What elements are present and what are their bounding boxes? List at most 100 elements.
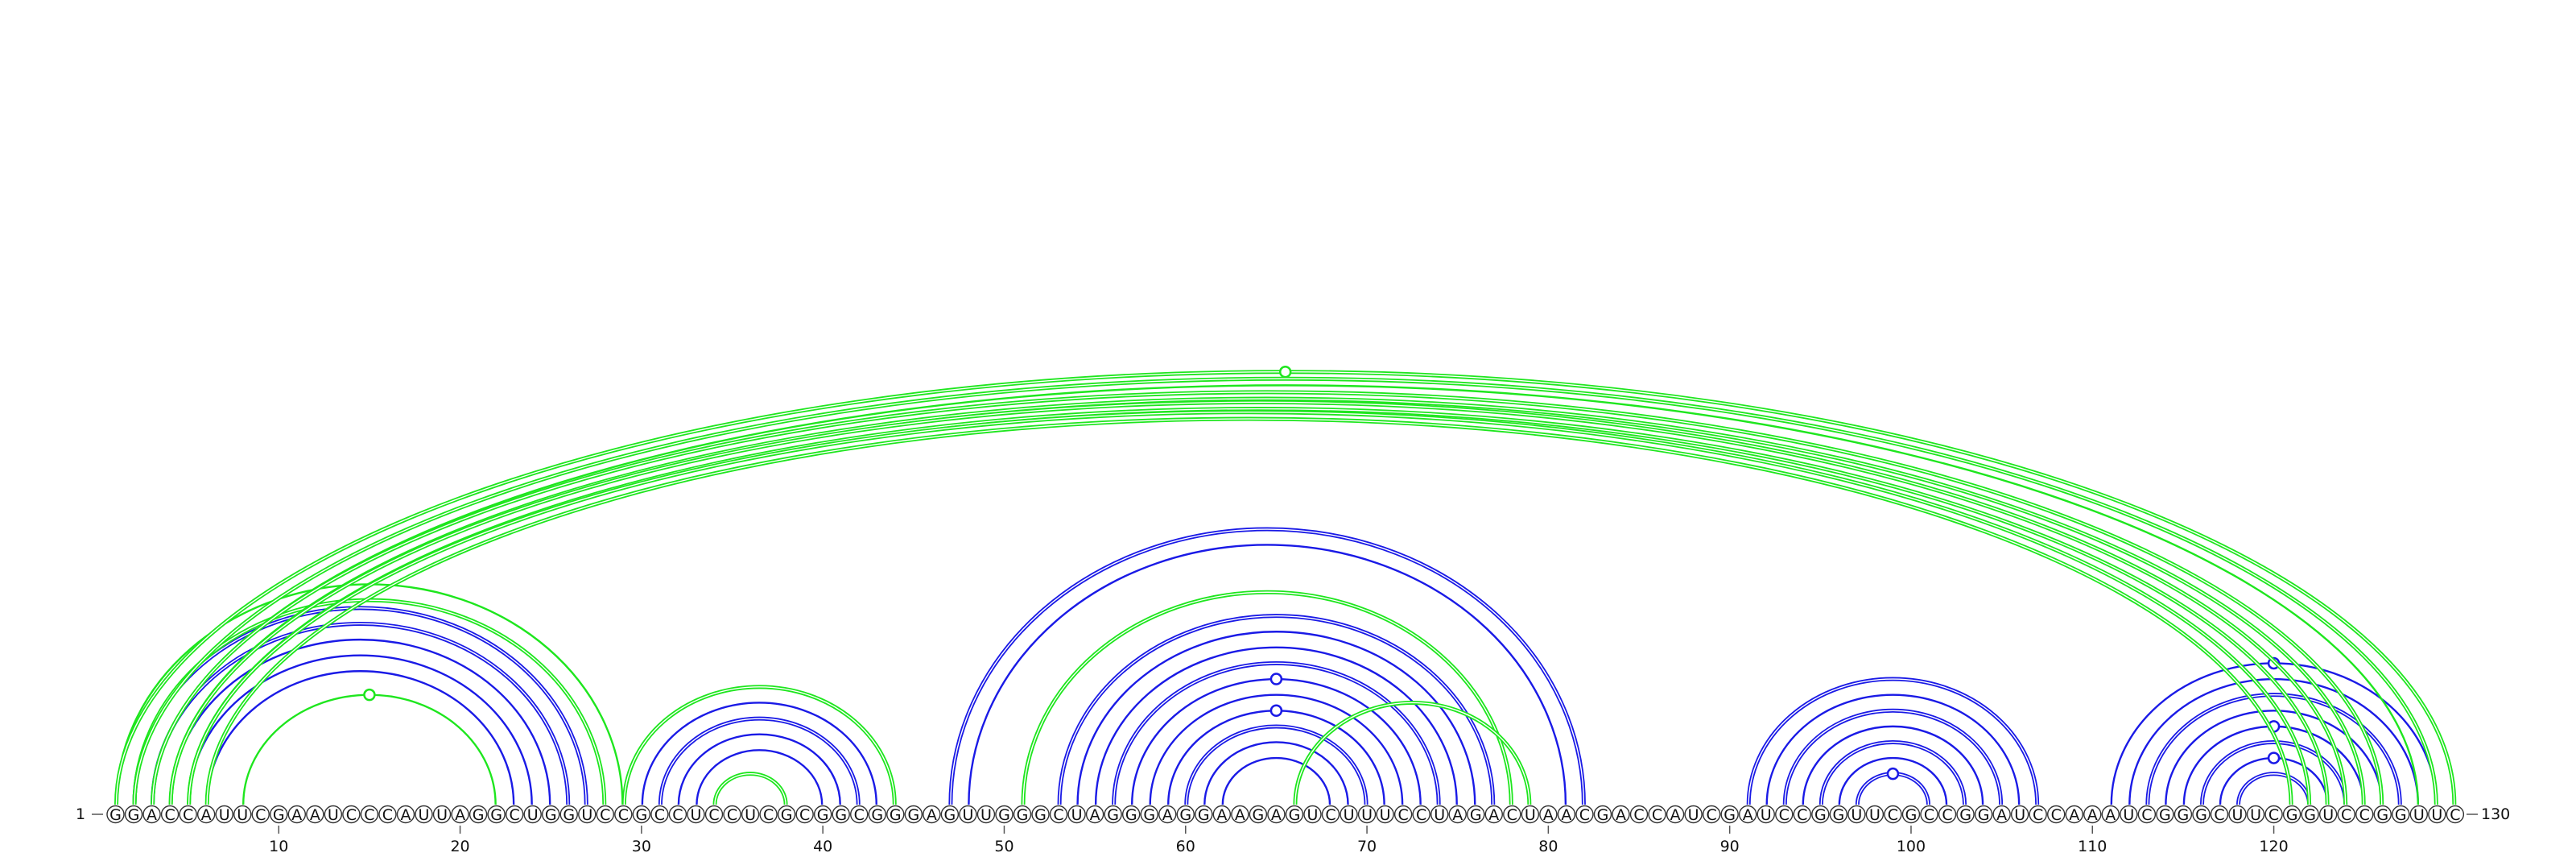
base-pair-arc-60-70 [1184, 724, 1368, 805]
svg-text:U: U [690, 806, 701, 824]
svg-text:C: C [346, 806, 357, 824]
nucleotide: C [1938, 805, 1957, 824]
nucleotide: C [614, 805, 633, 824]
base-pair-arcs [117, 366, 2454, 805]
base-pair-arc-61-69 [1203, 741, 1349, 805]
arc-marker-8-22 [363, 688, 376, 702]
nucleotide: G [2156, 805, 2174, 824]
arc-marker-59-71 [1269, 704, 1283, 718]
nucleotide: A [2101, 805, 2120, 824]
nucleotide: A [1557, 805, 1576, 824]
svg-text:G: G [944, 806, 956, 824]
nucleotide: C [1049, 805, 1068, 824]
svg-text:C: C [1633, 806, 1644, 824]
svg-text:U: U [1380, 806, 1391, 824]
svg-text:U: U [1361, 806, 1373, 824]
nucleotide: A [451, 805, 469, 824]
nucleotide: G [1195, 805, 1213, 824]
nucleotide: A [1738, 805, 1757, 824]
svg-text:G: G [1814, 806, 1827, 824]
nucleotide: G [1031, 805, 1050, 824]
nucleotide: G [904, 805, 923, 824]
svg-text:U: U [1071, 806, 1083, 824]
nucleotide: G [777, 805, 796, 824]
base-pair-arc-inner-4-125 [170, 398, 2364, 805]
tick-label: 60 [1176, 838, 1195, 855]
svg-text:G: G [871, 806, 883, 824]
svg-text:C: C [164, 806, 175, 824]
nucleotide: C [1629, 805, 1649, 824]
svg-text:C: C [672, 806, 683, 824]
base-pair-arc-48-81 [968, 544, 1567, 805]
base-pair-arc-inner-95-103 [1820, 741, 1966, 805]
nucleotide: G [995, 805, 1013, 824]
svg-text:A: A [455, 806, 465, 824]
nucleotide: C [1393, 805, 1413, 824]
svg-text:A: A [1743, 806, 1753, 824]
svg-text:C: C [1397, 806, 1408, 824]
nucleotide: C [2446, 805, 2465, 824]
base-pair-arc-5-122 [189, 412, 2310, 805]
svg-text:U: U [1869, 806, 1880, 824]
nucleotide: U [687, 805, 705, 824]
nucleotide: U [432, 805, 452, 824]
base-pair-arc-4-125 [168, 396, 2366, 805]
svg-text:G: G [128, 806, 140, 824]
nucleotide: G [1720, 805, 1739, 824]
base-pair-arc-inner-118-122 [2237, 772, 2310, 805]
svg-text:C: C [1706, 806, 1716, 824]
svg-text:U: U [436, 806, 448, 824]
svg-text:U: U [1434, 806, 1445, 824]
base-pair-arc-33-40 [696, 749, 824, 805]
nucleotide: C [1775, 805, 1794, 824]
svg-text:U: U [2232, 806, 2244, 824]
nucleotide: U [578, 805, 597, 824]
nucleotide: A [1539, 805, 1558, 824]
nucleotide: A [1267, 805, 1286, 824]
svg-text:A: A [2087, 806, 2098, 824]
nucleotide: G [1176, 805, 1195, 824]
svg-text:A: A [1543, 806, 1554, 824]
tick-label: 30 [632, 838, 651, 855]
svg-text:G: G [2395, 806, 2407, 824]
base-pair-arc-inner-56-74 [1113, 662, 1439, 805]
tick-label: 80 [1538, 838, 1558, 855]
nucleotide: A [2083, 805, 2102, 824]
svg-text:C: C [364, 806, 374, 824]
nucleotide: G [270, 805, 288, 824]
svg-text:G: G [1107, 806, 1119, 824]
svg-text:G: G [2178, 806, 2190, 824]
tick-label: 20 [450, 838, 469, 855]
nucleotide: G [1593, 805, 1612, 824]
nucleotide: C [2047, 805, 2066, 824]
nucleotide: C [179, 805, 197, 824]
nucleotide: U [1847, 805, 1866, 824]
base-pair-arc-inner-5-123 [188, 408, 2328, 805]
svg-text:U: U [219, 806, 230, 824]
svg-text:C: C [2450, 806, 2460, 824]
tick-label: 50 [994, 838, 1013, 855]
nucleotide: U [1340, 805, 1358, 824]
nucleotide: A [396, 805, 415, 824]
nucleotide: G [868, 805, 886, 824]
svg-text:A: A [1996, 806, 2007, 824]
svg-text:U: U [980, 806, 992, 824]
nucleotide: G [1811, 805, 1830, 824]
tick-label: 40 [813, 838, 832, 855]
svg-text:A: A [1216, 806, 1227, 824]
base-pair-arc-94-104 [1802, 725, 1984, 805]
base-pair-arc-118-122 [2236, 772, 2312, 805]
nucleotide: U [1757, 805, 1775, 824]
svg-text:C: C [1888, 806, 1898, 824]
svg-text:A: A [1271, 806, 1282, 824]
nucleotide: C [2337, 805, 2355, 824]
nucleotide: C [2210, 805, 2229, 824]
svg-text:A: A [2105, 806, 2116, 824]
svg-text:G: G [1978, 806, 1990, 824]
svg-text:C: C [799, 806, 810, 824]
nucleotide: U [1357, 805, 1377, 824]
tick-label: 100 [1897, 838, 1926, 855]
nucleotide: G [1974, 805, 1993, 824]
base-pair-arc-inner-1-130 [117, 372, 2454, 805]
base-pair-arc-inner-29-44 [623, 686, 895, 805]
